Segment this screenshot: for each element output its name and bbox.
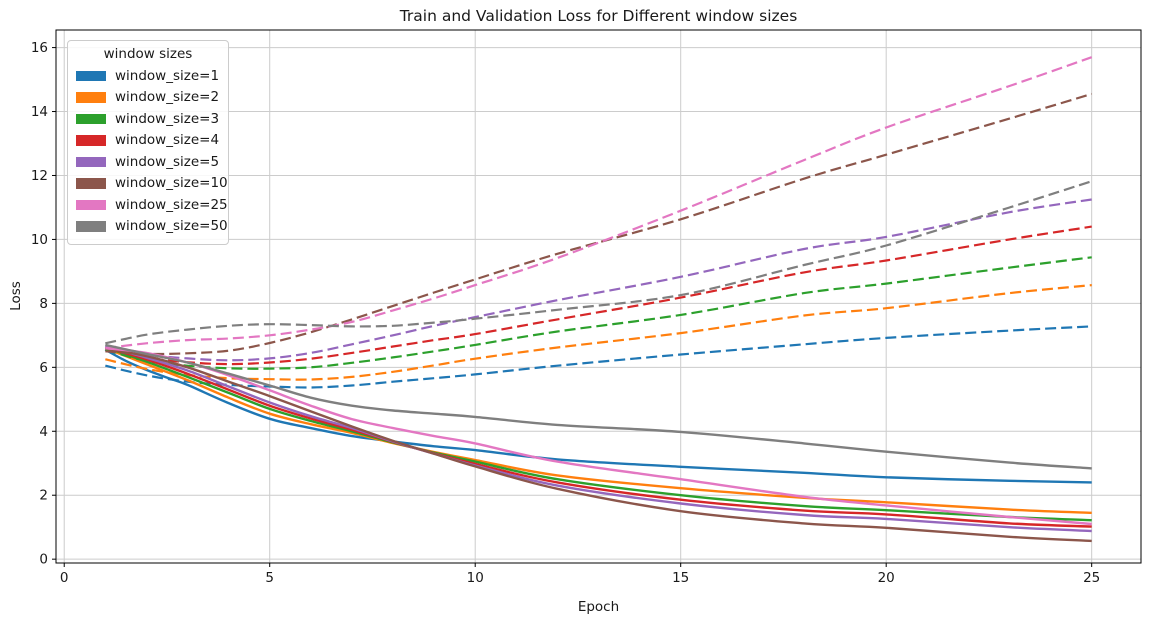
- x-tick-label: 20: [878, 570, 895, 586]
- legend-item-window_size=2: window_size=2: [76, 87, 220, 109]
- train-line-window_size=50: [105, 343, 1092, 470]
- legend-label: window_size=10: [115, 175, 228, 192]
- y-tick-label: 2: [39, 488, 48, 504]
- y-tick-label: 4: [39, 424, 48, 440]
- train-line-window_size=3: [104, 346, 1092, 522]
- legend-label: window_size=3: [115, 110, 220, 127]
- legend-swatch: [76, 221, 106, 232]
- x-axis-label: Epoch: [577, 599, 620, 615]
- legend-item-window_size=50: window_size=50: [76, 216, 228, 238]
- legend-swatch: [76, 135, 106, 146]
- y-tick-label: 16: [31, 40, 48, 56]
- legend-item-window_size=4: window_size=4: [76, 130, 220, 152]
- validation-line-window_size=5: [105, 198, 1092, 362]
- x-tick-label: 25: [1083, 570, 1100, 586]
- validation-line-window_size=50: [105, 180, 1093, 345]
- legend-item-window_size=10: window_size=10: [76, 173, 228, 195]
- validation-line-window_size=25: [105, 56, 1093, 350]
- validation-line-window_size=3: [105, 256, 1092, 370]
- y-tick-label: 14: [31, 104, 48, 120]
- x-tick-label: 10: [467, 570, 484, 586]
- validation-line-window_size=2: [105, 284, 1092, 381]
- legend-label: window_size=2: [115, 89, 220, 106]
- legend-label: window_size=4: [115, 132, 220, 149]
- plot-border: [55, 29, 1142, 564]
- y-axis-label: Loss: [8, 281, 24, 311]
- x-tick-label: 15: [672, 570, 689, 586]
- legend-item-window_size=1: window_size=1: [76, 65, 220, 87]
- legend-swatch: [76, 92, 106, 103]
- legend-label: window_size=25: [115, 196, 228, 213]
- x-tick-label: 0: [60, 570, 69, 586]
- chart-title: Train and Validation Loss for Different …: [399, 7, 798, 25]
- legend: window sizes window_size=1 window_size=2 w…: [67, 40, 229, 245]
- train-line-window_size=5: [105, 345, 1092, 533]
- legend-swatch: [76, 113, 106, 124]
- legend-title: window sizes: [103, 46, 193, 62]
- legend-item-window_size=5: window_size=5: [76, 151, 220, 173]
- train-line-window_size=1: [104, 348, 1092, 484]
- legend-item-window_size=3: window_size=3: [76, 108, 220, 130]
- train-line-window_size=4: [104, 346, 1092, 528]
- legend-label: window_size=50: [115, 218, 228, 235]
- legend-item-window_size=25: window_size=25: [76, 194, 228, 216]
- legend-swatch: [76, 199, 106, 210]
- y-tick-label: 0: [39, 552, 48, 568]
- y-tick-label: 8: [39, 296, 48, 312]
- validation-line-window_size=10: [105, 92, 1093, 356]
- legend-swatch: [76, 156, 106, 167]
- x-tick-label: 5: [265, 570, 274, 586]
- train-line-window_size=25: [105, 346, 1092, 526]
- y-tick-label: 12: [31, 168, 48, 184]
- legend-label: window_size=5: [115, 153, 220, 170]
- legend-swatch: [76, 178, 106, 189]
- y-tick-label: 6: [39, 360, 48, 376]
- y-tick-label: 10: [31, 232, 48, 248]
- train-line-window_size=10: [105, 346, 1092, 543]
- validation-line-window_size=4: [105, 225, 1092, 366]
- legend-swatch: [76, 70, 106, 81]
- legend-label: window_size=1: [115, 67, 220, 84]
